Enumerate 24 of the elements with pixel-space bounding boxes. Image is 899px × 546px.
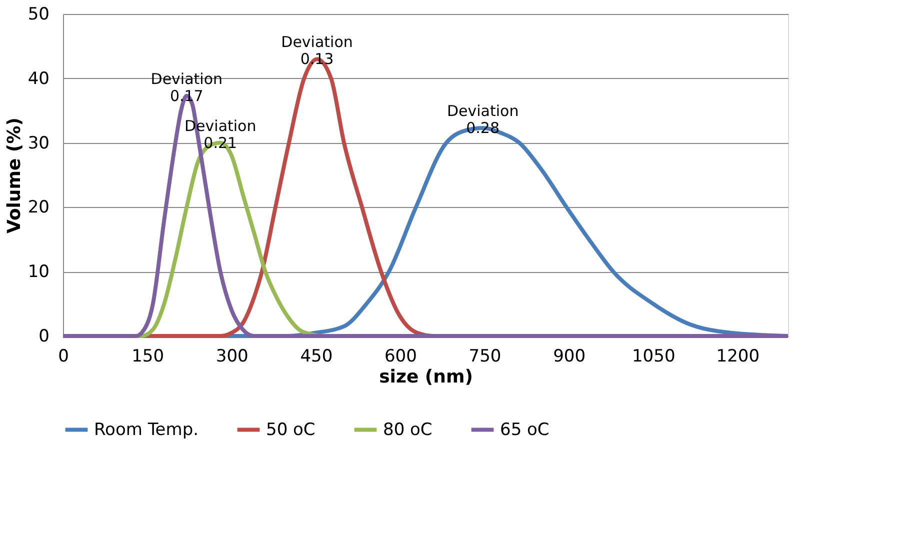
y-tick-label: 20 [28,198,50,218]
x-tick-label: 750 [468,346,502,366]
y-axis-title: Volume (%) [4,117,25,234]
x-tick-label: 1050 [632,346,676,366]
x-tick-label: 0 [58,346,69,366]
legend-label: 50 oC [266,420,316,440]
x-tick-label: 300 [216,346,248,366]
annotation: Deviation 0.28 [446,102,519,137]
y-tick-label: 50 [28,4,50,24]
annotation: Deviation 0.17 [150,70,223,105]
x-tick-label: 1200 [716,346,760,366]
legend-label: 80 oC [383,420,432,440]
legend-label: 65 oC [500,420,550,440]
legend-label: Room Temp. [94,420,199,440]
y-tick-label: 10 [28,262,50,282]
x-tick-label: 450 [300,346,333,366]
y-tick-label: 0 [38,326,50,346]
x-tick-label: 900 [553,346,586,366]
annotation: Deviation 0.13 [281,33,353,68]
x-tick-label: 600 [384,346,417,366]
x-tick-label: 150 [132,346,164,366]
x-axis-title: size (nm) [379,366,473,388]
y-tick-label: 30 [28,133,50,154]
y-tick-label: 40 [28,68,50,89]
